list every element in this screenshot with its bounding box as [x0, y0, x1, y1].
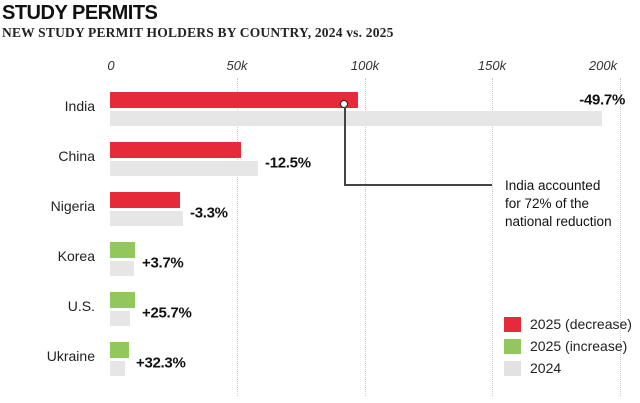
chart-title: STUDY PERMITS	[2, 2, 158, 24]
gridline	[237, 78, 238, 396]
axis-tick-label: 150k	[477, 58, 507, 73]
legend-label-2025-increase: 2025 (increase)	[530, 338, 628, 354]
bar-2025-ukraine	[110, 342, 129, 358]
bar-2025-india	[110, 92, 358, 108]
gridline	[620, 78, 621, 396]
row-label-nigeria: Nigeria	[50, 198, 95, 214]
axis-tick-label: 200k	[588, 58, 618, 73]
legend-label-2024: 2024	[530, 360, 562, 376]
bar-2024-korea	[110, 261, 134, 276]
row-label-korea: Korea	[57, 248, 95, 264]
bar-2024-china	[110, 161, 258, 176]
bar-2025-us	[110, 292, 135, 308]
annotation-text: India accounted for 72% of the national …	[505, 177, 612, 231]
gridline	[365, 78, 366, 396]
legend: 2025 (decrease) 2025 (increase) 2024	[504, 316, 632, 382]
legend-item-2025-decrease: 2025 (decrease)	[504, 316, 632, 332]
legend-item-2025-increase: 2025 (increase)	[504, 338, 632, 354]
row-label-china: China	[58, 148, 95, 164]
pct-change-us: +25.7%	[142, 304, 192, 322]
callout-line-horizontal	[344, 184, 492, 186]
chart-subtitle: NEW STUDY PERMIT HOLDERS BY COUNTRY, 202…	[2, 25, 394, 40]
bar-2024-nigeria	[110, 211, 183, 226]
row-label-ukraine: Ukraine	[46, 348, 95, 364]
axis-tick-label: 100k	[350, 58, 380, 73]
axis-tick-label: 50k	[226, 58, 248, 73]
pct-change-nigeria: -3.3%	[190, 204, 228, 222]
pct-change-china: -12.5%	[265, 154, 311, 172]
annotation-line-1: India accounted	[505, 178, 601, 193]
legend-swatch-decrease-icon	[504, 316, 521, 332]
row-label-us: U.S.	[67, 298, 95, 314]
axis-tick-label: 0	[107, 58, 115, 73]
row-label-india: India	[64, 98, 95, 114]
bar-2025-nigeria	[110, 192, 180, 208]
callout-line-vertical	[344, 107, 346, 185]
bar-2025-korea	[110, 242, 135, 258]
legend-item-2024: 2024	[504, 360, 632, 376]
bar-2024-india	[110, 111, 602, 126]
annotation-line-3: national reduction	[505, 214, 612, 229]
legend-swatch-increase-icon	[504, 338, 521, 354]
bar-2024-us	[110, 311, 130, 326]
bar-2025-china	[110, 142, 241, 158]
pct-change-ukraine: +32.3%	[136, 354, 186, 372]
legend-label-2025-decrease: 2025 (decrease)	[530, 316, 632, 332]
bar-2024-ukraine	[110, 361, 125, 376]
pct-change-india: -49.7%	[579, 91, 625, 109]
legend-swatch-2024-icon	[504, 360, 521, 376]
gridline	[492, 78, 493, 396]
pct-change-korea: +3.7%	[142, 254, 184, 272]
annotation-line-2: for 72% of the	[505, 196, 590, 211]
